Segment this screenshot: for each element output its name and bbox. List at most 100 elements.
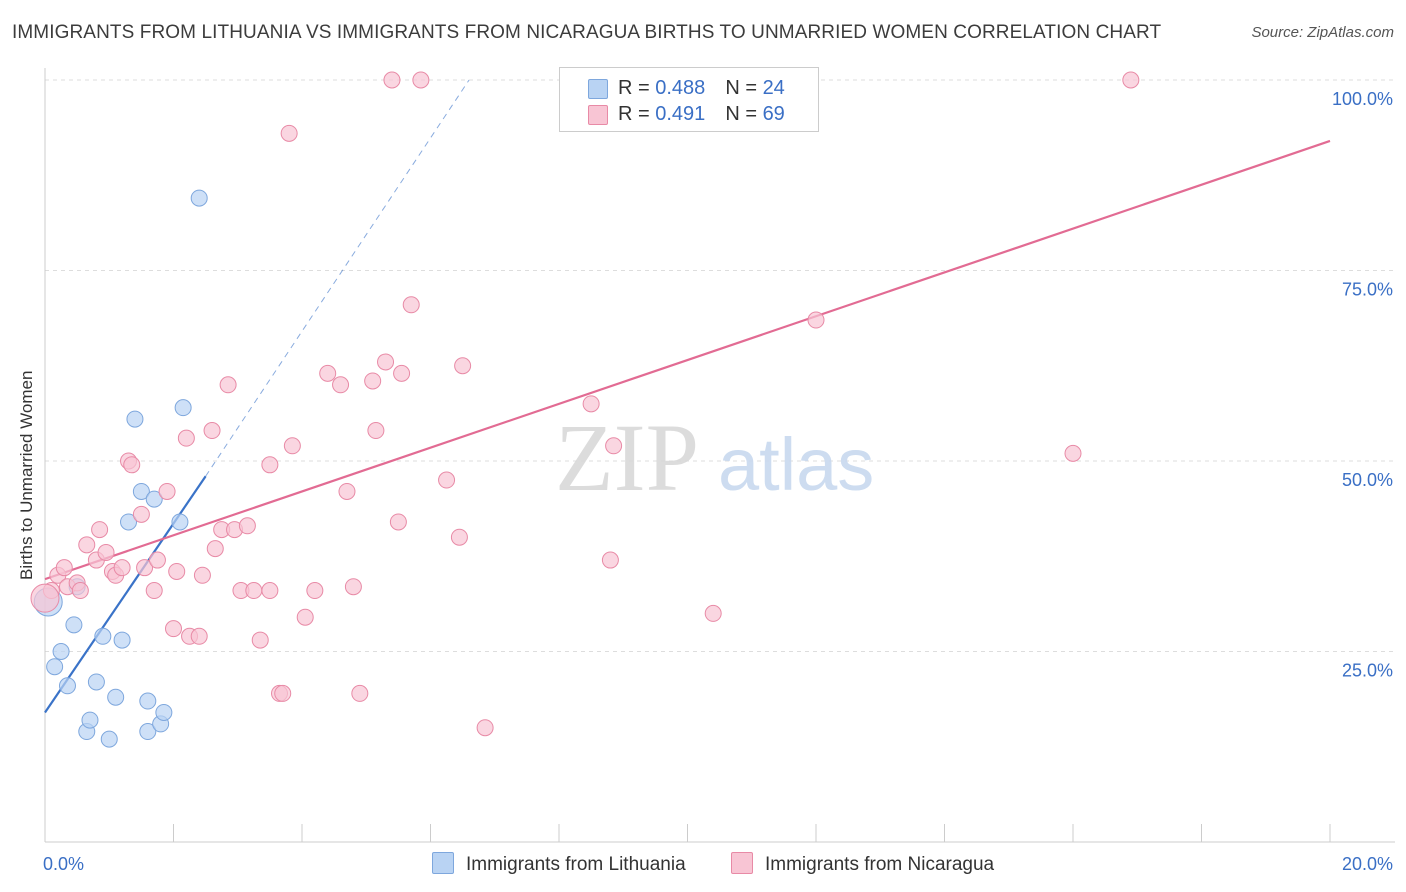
watermark: ZIP atlas bbox=[555, 404, 874, 511]
y-tick-label: 75.0% bbox=[1342, 280, 1393, 300]
bottom-legend-lithuania: Immigrants from Lithuania bbox=[432, 852, 686, 876]
grid-lines bbox=[45, 79, 1395, 652]
point-nicaragua bbox=[306, 582, 324, 600]
point-nicaragua bbox=[280, 124, 298, 142]
legend-n-label: N = bbox=[725, 103, 763, 125]
legend-r-label: R = bbox=[618, 77, 656, 99]
point-lithuania bbox=[52, 643, 70, 660]
fit-lines bbox=[44, 79, 1331, 714]
point-nicaragua bbox=[55, 559, 73, 577]
point-lithuania bbox=[81, 711, 99, 729]
point-lithuania bbox=[145, 490, 163, 508]
point-nicaragua bbox=[206, 540, 224, 558]
point-nicaragua bbox=[238, 517, 256, 535]
fit-line-nicaragua bbox=[44, 139, 1331, 581]
y-tick-label: 50.0% bbox=[1342, 470, 1393, 490]
point-nicaragua bbox=[605, 437, 623, 455]
point-nicaragua bbox=[338, 482, 356, 500]
point-nicaragua bbox=[274, 684, 292, 702]
point-nicaragua bbox=[203, 422, 221, 440]
point-lithuania bbox=[139, 692, 157, 710]
point-nicaragua bbox=[190, 627, 208, 645]
point-nicaragua bbox=[454, 357, 472, 375]
y-axis-label: Births to Unmarried Women bbox=[17, 370, 36, 580]
point-nicaragua bbox=[412, 71, 430, 89]
point-lithuania bbox=[171, 513, 189, 531]
point-nicaragua bbox=[367, 422, 385, 440]
point-nicaragua bbox=[1064, 444, 1082, 462]
y-tick-label: 25.0% bbox=[1342, 661, 1393, 681]
point-nicaragua bbox=[165, 620, 182, 638]
point-nicaragua bbox=[704, 604, 722, 622]
point-lithuania bbox=[58, 677, 76, 695]
source-label: Source: ZipAtlas.com bbox=[1251, 24, 1394, 41]
point-lithuania bbox=[65, 616, 83, 634]
watermark-zip: ZIP bbox=[555, 404, 699, 511]
point-nicaragua bbox=[136, 559, 154, 577]
point-nicaragua bbox=[389, 513, 407, 531]
x-tick-label-min: 0.0% bbox=[43, 854, 84, 874]
point-nicaragua bbox=[283, 437, 301, 455]
point-nicaragua bbox=[251, 631, 269, 649]
point-nicaragua bbox=[177, 429, 195, 447]
point-lithuania bbox=[100, 730, 118, 748]
fit-line-extension-lithuania bbox=[205, 79, 470, 477]
point-nicaragua bbox=[193, 566, 211, 584]
point-lithuania bbox=[132, 482, 150, 500]
point-nicaragua bbox=[30, 583, 60, 613]
bottom-legend-nicaragua: Immigrants from Nicaragua bbox=[731, 852, 994, 876]
point-nicaragua bbox=[78, 536, 96, 554]
point-nicaragua bbox=[245, 582, 263, 600]
point-lithuania bbox=[126, 410, 144, 428]
point-nicaragua bbox=[219, 376, 237, 394]
bottom-legend-label-lithuania: Immigrants from Lithuania bbox=[466, 854, 686, 875]
correlation-legend: R = 0.488 N = 24 R = 0.491 N = 69 bbox=[559, 67, 819, 132]
bottom-legend-label-nicaragua: Immigrants from Nicaragua bbox=[765, 854, 995, 875]
point-nicaragua bbox=[168, 562, 186, 580]
legend-n-label: N = bbox=[725, 77, 763, 99]
point-nicaragua bbox=[296, 608, 314, 626]
point-lithuania bbox=[87, 673, 105, 691]
point-nicaragua bbox=[351, 684, 369, 702]
chart-title: IMMIGRANTS FROM LITHUANIA VS IMMIGRANTS … bbox=[12, 22, 1162, 43]
legend-swatch-lithuania bbox=[588, 79, 608, 99]
point-nicaragua bbox=[319, 364, 337, 382]
point-lithuania bbox=[107, 688, 125, 706]
point-nicaragua bbox=[344, 578, 362, 596]
point-nicaragua bbox=[145, 582, 163, 600]
point-nicaragua bbox=[601, 551, 619, 569]
point-nicaragua bbox=[97, 543, 115, 561]
point-nicaragua bbox=[113, 559, 131, 577]
point-nicaragua bbox=[377, 353, 395, 371]
legend-r-value-nicaragua: 0.491 bbox=[655, 103, 706, 125]
point-nicaragua bbox=[383, 71, 401, 89]
point-nicaragua bbox=[364, 372, 382, 390]
point-nicaragua bbox=[261, 582, 279, 600]
point-nicaragua bbox=[1122, 71, 1140, 89]
point-lithuania bbox=[94, 627, 112, 645]
legend-n-value-nicaragua: 69 bbox=[762, 103, 785, 125]
point-nicaragua bbox=[476, 719, 494, 737]
point-lithuania bbox=[139, 723, 157, 741]
watermark-atlas: atlas bbox=[718, 423, 874, 506]
tick-labels: 25.0% 50.0% 75.0% 100.0% 0.0% 20.0% bbox=[43, 89, 1393, 874]
x-tick-label-max: 20.0% bbox=[1342, 854, 1393, 874]
point-nicaragua bbox=[158, 482, 176, 500]
point-lithuania bbox=[46, 658, 64, 676]
legend-swatch-nicaragua bbox=[588, 105, 608, 125]
point-lithuania bbox=[155, 703, 173, 721]
point-nicaragua bbox=[807, 311, 825, 329]
legend-r-label: R = bbox=[618, 103, 656, 125]
point-nicaragua bbox=[582, 395, 600, 413]
axes bbox=[44, 68, 1395, 843]
point-lithuania bbox=[174, 399, 192, 417]
point-lithuania bbox=[120, 513, 138, 531]
point-lithuania bbox=[190, 189, 208, 207]
point-nicaragua bbox=[393, 364, 411, 382]
y-tick-label: 100.0% bbox=[1332, 89, 1393, 109]
point-nicaragua bbox=[402, 296, 420, 314]
bottom-legend-swatch-nicaragua bbox=[731, 852, 753, 874]
point-nicaragua bbox=[261, 456, 279, 474]
point-lithuania bbox=[113, 631, 131, 649]
